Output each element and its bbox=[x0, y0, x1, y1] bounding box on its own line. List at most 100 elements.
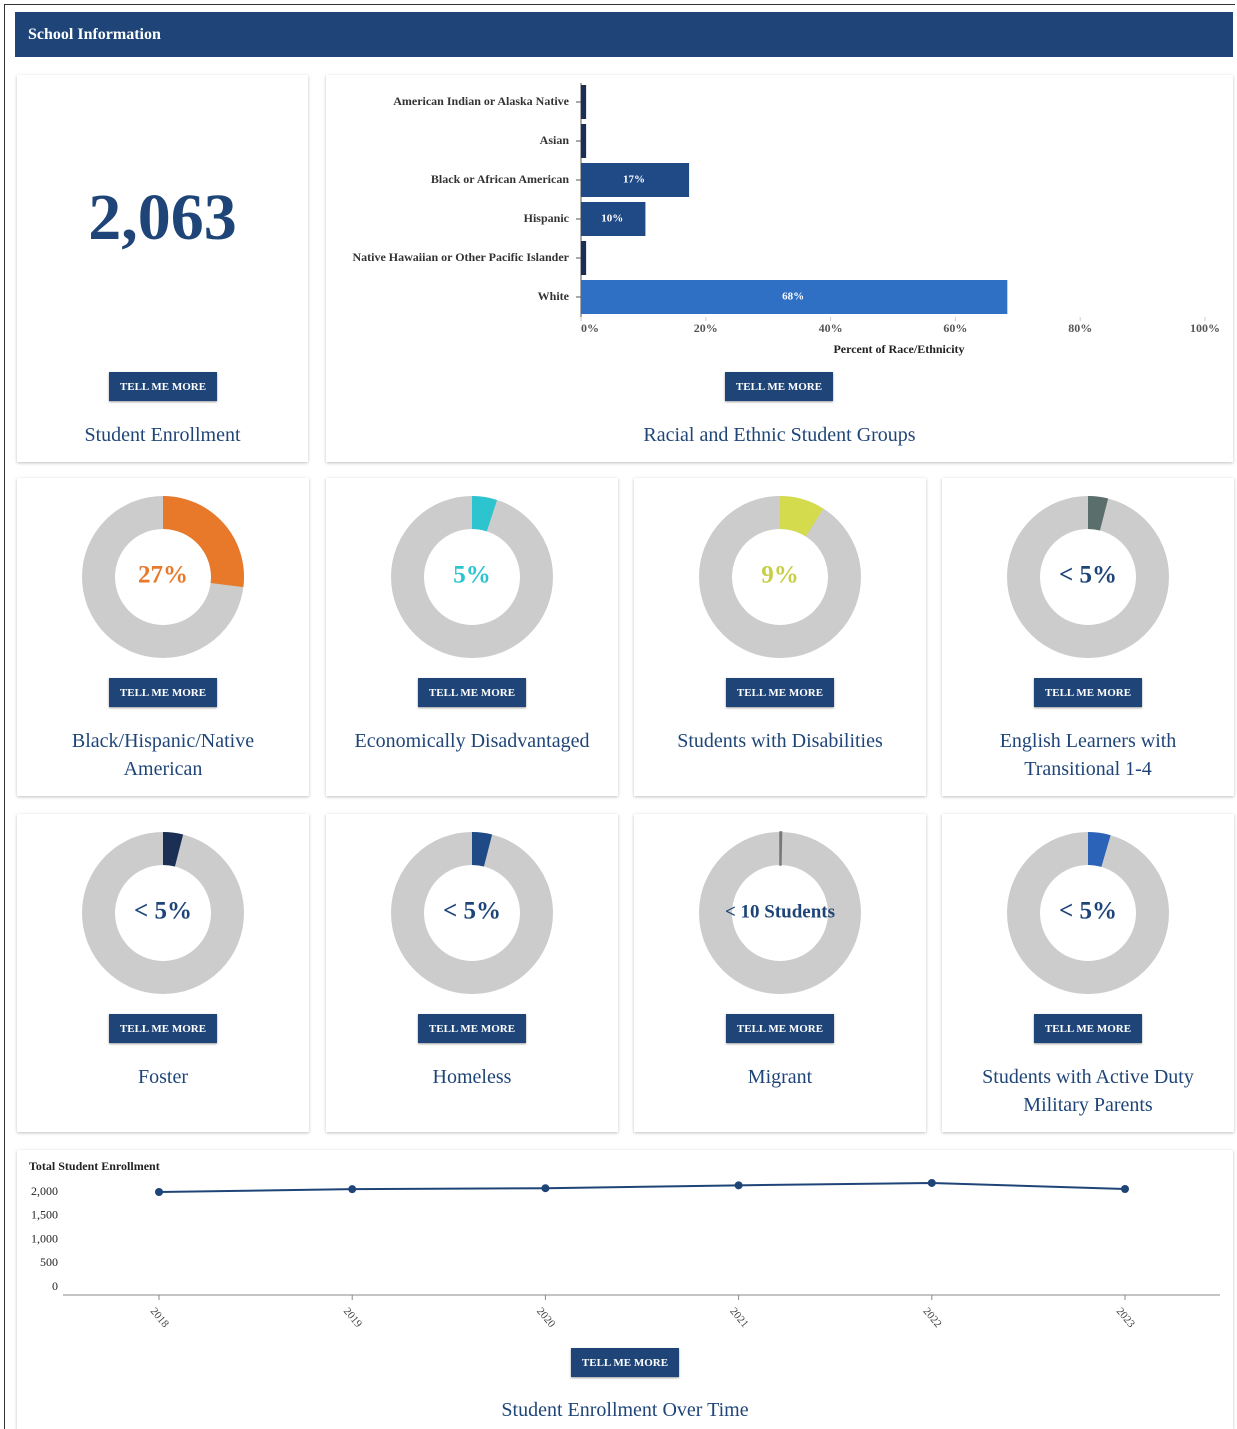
tell-me-more-button[interactable]: TELL ME MORE bbox=[109, 1014, 217, 1043]
bar bbox=[581, 85, 587, 119]
point bbox=[348, 1185, 357, 1194]
donut-label: 27% bbox=[138, 562, 188, 589]
x-tick-label: 2018 bbox=[148, 1305, 172, 1330]
card-caption: Migrant bbox=[747, 1066, 813, 1088]
x-tick-label: 40% bbox=[819, 321, 843, 335]
data-label: 10% bbox=[601, 213, 623, 225]
bar bbox=[581, 202, 646, 236]
donut-label: < 10 Students bbox=[725, 901, 835, 922]
donut-segment bbox=[779, 831, 783, 866]
donut-label: 9% bbox=[761, 562, 799, 589]
tell-me-more-button[interactable]: TELL ME MORE bbox=[1034, 678, 1142, 707]
x-tick-label: 2021 bbox=[727, 1305, 750, 1330]
bar bbox=[581, 124, 587, 158]
card-caption: Students with Disabilities bbox=[677, 730, 883, 752]
card-caption: Student Enrollment bbox=[84, 424, 241, 446]
donut-label: < 5% bbox=[1059, 562, 1117, 589]
x-tick-label: 60% bbox=[943, 321, 967, 335]
card: 27% TELL ME MORE Black/Hispanic/Native Ame… bbox=[17, 478, 309, 796]
donut-label: 5% bbox=[453, 562, 491, 589]
x-axis-label: Percent of Race/Ethnicity bbox=[833, 342, 964, 356]
y-axis-label: Total Student Enrollment bbox=[29, 1159, 160, 1173]
donut-label: < 5% bbox=[1059, 898, 1117, 925]
donut-segment bbox=[163, 496, 245, 588]
chart: < 5% bbox=[391, 832, 553, 994]
category-label: Asian bbox=[540, 133, 570, 147]
donut-segment bbox=[1088, 832, 1111, 867]
category-label: American Indian or Alaska Native bbox=[393, 94, 569, 108]
chart: 27% bbox=[82, 496, 245, 658]
point bbox=[541, 1184, 550, 1193]
enrollment-card: 2,063 TELL ME MORE Student Enrollment bbox=[17, 75, 308, 462]
x-tick-label: 2023 bbox=[1114, 1305, 1138, 1330]
y-tick-label: 1,000 bbox=[31, 1231, 58, 1245]
x-tick-label: 100% bbox=[1190, 321, 1220, 335]
card-caption: Black/Hispanic/Native American bbox=[71, 730, 255, 780]
card: 5% TELL ME MORE Economically Disadvantaged bbox=[326, 478, 618, 796]
card: < 5% TELL ME MORE Homeless bbox=[326, 814, 618, 1132]
donut-label: < 5% bbox=[134, 898, 192, 925]
tell-me-more-button[interactable]: TELL ME MORE bbox=[726, 1014, 834, 1043]
donut-segment bbox=[472, 496, 498, 532]
tell-me-more-button[interactable]: TELL ME MORE bbox=[725, 372, 833, 401]
card-caption: Racial and Ethnic Student Groups bbox=[643, 424, 916, 446]
chart: American Indian or Alaska Native Asian Bla… bbox=[352, 83, 1220, 356]
x-tick-label: 80% bbox=[1068, 321, 1092, 335]
donut-label: < 5% bbox=[443, 898, 501, 925]
tell-me-more-button[interactable]: TELL ME MORE bbox=[109, 678, 217, 707]
category-label: Black or African American bbox=[431, 172, 569, 186]
data-label: 17% bbox=[623, 174, 645, 186]
donut-segment bbox=[163, 832, 184, 867]
card-caption: Homeless bbox=[432, 1066, 512, 1088]
tell-me-more-button[interactable]: TELL ME MORE bbox=[418, 1014, 526, 1043]
donut-segment bbox=[780, 496, 824, 537]
tell-me-more-button[interactable]: TELL ME MORE bbox=[418, 678, 526, 707]
card-caption: Student Enrollment Over Time bbox=[501, 1399, 749, 1421]
data-label: 68% bbox=[782, 291, 804, 303]
chart: Total Student Enrollment 0 500 1,000 1,500 2,… bbox=[29, 1159, 1220, 1330]
card: < 5% TELL ME MORE English Learners with Tr… bbox=[942, 478, 1234, 796]
tell-me-more-button[interactable]: TELL ME MORE bbox=[109, 372, 217, 401]
chart: 9% bbox=[699, 496, 861, 658]
chart: < 5% bbox=[82, 832, 244, 994]
chart: < 5% bbox=[1007, 496, 1169, 658]
tell-me-more-button[interactable]: TELL ME MORE bbox=[726, 678, 834, 707]
x-tick-label: 2019 bbox=[341, 1305, 365, 1330]
enrollment-value: 2,063 bbox=[88, 181, 237, 254]
y-tick-label: 1,500 bbox=[31, 1208, 58, 1222]
frame bbox=[4, 4, 1235, 1429]
x-tick-label: 2022 bbox=[920, 1305, 943, 1330]
y-tick-label: 0 bbox=[52, 1279, 58, 1293]
card-caption: Students with Active Duty Military Paren… bbox=[982, 1066, 1194, 1116]
x-tick-label: 0% bbox=[581, 321, 599, 335]
card-caption: English Learners with Transitional 1-4 bbox=[999, 730, 1177, 780]
point bbox=[155, 1188, 163, 1196]
y-tick-label: 500 bbox=[40, 1255, 58, 1269]
card: 9% TELL ME MORE Students with Disabilities bbox=[634, 478, 926, 796]
bar bbox=[581, 241, 587, 275]
donut-segment bbox=[472, 832, 493, 867]
tell-me-more-button[interactable]: TELL ME MORE bbox=[1034, 1014, 1142, 1043]
header-title: School Information bbox=[15, 12, 1233, 57]
card: American Indian or Alaska Native Asian Bla… bbox=[326, 75, 1233, 462]
chart: 5% bbox=[391, 496, 553, 658]
x-tick-label: 20% bbox=[694, 321, 718, 335]
donut-segment bbox=[1088, 496, 1109, 531]
card: < 5% TELL ME MORE Students with Active Dut… bbox=[942, 814, 1234, 1132]
point bbox=[927, 1178, 936, 1187]
point bbox=[1121, 1185, 1129, 1194]
bar bbox=[581, 280, 1008, 314]
bar bbox=[581, 163, 690, 197]
tell-me-more-button[interactable]: TELL ME MORE bbox=[571, 1348, 679, 1377]
category-label: White bbox=[538, 289, 570, 303]
point bbox=[734, 1181, 743, 1190]
card-caption: Foster bbox=[138, 1066, 188, 1088]
y-tick-label: 2,000 bbox=[31, 1184, 58, 1198]
line bbox=[158, 1181, 1126, 1193]
category-label: Native Hawaiian or Other Pacific Islande… bbox=[352, 250, 569, 264]
card: Total Student Enrollment 0 500 1,000 1,500 2,… bbox=[17, 1150, 1233, 1429]
chart: < 5% bbox=[1007, 832, 1169, 994]
card: < 10 Students TELL ME MORE Migrant bbox=[634, 814, 926, 1132]
card-caption: Economically Disadvantaged bbox=[354, 730, 590, 752]
